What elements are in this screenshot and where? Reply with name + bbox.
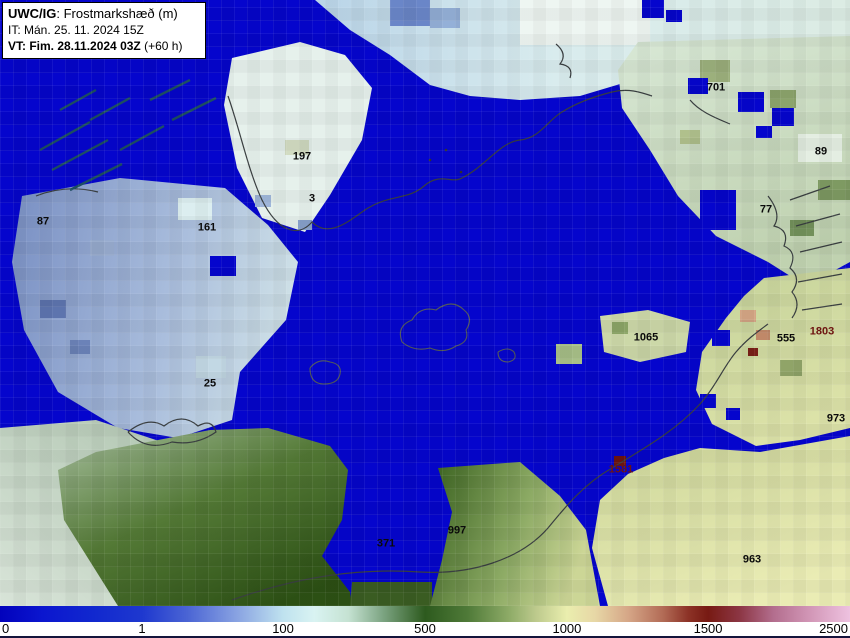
- speckle: [178, 198, 212, 220]
- value-label: 963: [742, 553, 762, 566]
- value-label: 1065: [633, 331, 659, 344]
- region-south-green-east: [430, 462, 600, 606]
- bottom-border-line: [0, 636, 850, 638]
- speckle: [680, 130, 700, 144]
- value-label: 25: [203, 377, 217, 390]
- speckle: [556, 344, 582, 364]
- frost-height-map: 197 3 87 161 701 89 77 1065 555 1803 973…: [0, 0, 850, 606]
- speckle: [818, 180, 850, 200]
- speckle: [390, 0, 430, 26]
- speckle: [700, 394, 716, 408]
- speckle: [798, 134, 842, 162]
- value-label: 1581: [608, 463, 634, 476]
- speckle: [90, 240, 114, 256]
- region-southeast-yellow: [592, 436, 850, 606]
- value-label: 87: [36, 215, 50, 228]
- speckle: [196, 356, 226, 378]
- value-label: 555: [776, 332, 796, 345]
- speckle: [712, 330, 730, 346]
- tick-label: 100: [272, 621, 294, 636]
- region-northwest-lightblue: [12, 178, 298, 438]
- product-parameter: : Frostmarkshæð (m): [56, 6, 178, 21]
- speckle: [40, 300, 66, 318]
- speckle: [700, 60, 730, 82]
- map-graphics: [0, 0, 850, 606]
- value-label: 161: [197, 221, 217, 234]
- tick-label: 500: [414, 621, 436, 636]
- speckle: [298, 220, 312, 230]
- coastlines: [35, 43, 843, 601]
- product-title: UWC/IG: Frostmarkshæð (m): [8, 6, 200, 22]
- tick-label: 2500: [819, 621, 848, 636]
- speckle: [780, 360, 802, 376]
- product-code: UWC/IG: [8, 6, 57, 21]
- value-label: 701: [706, 81, 726, 94]
- valid-time-main: VT: Fim. 28.11.2024 03Z: [8, 39, 141, 53]
- blue-islets: [642, 0, 794, 230]
- color-scale-bar: [0, 606, 850, 622]
- speckle: [770, 90, 796, 108]
- glacier-outlines: [309, 303, 516, 385]
- init-time: IT: Mán. 25. 11. 2024 15Z: [8, 23, 144, 37]
- speckle: [756, 330, 770, 340]
- value-label: 997: [447, 524, 467, 537]
- tick-label: 1500: [693, 621, 723, 636]
- speckle: [285, 140, 309, 155]
- speckle: [210, 256, 236, 276]
- tick-label: 1000: [552, 621, 582, 636]
- value-label: 3: [308, 192, 316, 205]
- speckle: [790, 220, 814, 236]
- value-label: 371: [376, 537, 396, 550]
- value-label: 973: [826, 412, 846, 425]
- speckle: [520, 0, 650, 45]
- value-label: 89: [814, 145, 828, 158]
- region-east-lower: [696, 268, 850, 446]
- westfjords-streaks: [39, 78, 217, 192]
- region-south-green-strip: [350, 582, 432, 606]
- region-north-pale: [224, 42, 372, 232]
- tick-label: 0: [2, 621, 10, 636]
- region-south-green: [58, 428, 352, 606]
- speckle: [726, 408, 740, 420]
- speckle: [614, 456, 626, 466]
- speckle: [748, 348, 758, 356]
- speckle: [70, 340, 90, 354]
- speckle: [740, 310, 756, 322]
- value-label: 1803: [809, 325, 835, 338]
- speckle: [430, 8, 460, 28]
- valid-time: VT: Fim. 28.11.2024 03Z (+60 h): [8, 38, 200, 54]
- forecast-lead: (+60 h): [140, 39, 183, 53]
- value-label: 197: [292, 150, 312, 163]
- value-label: 77: [759, 203, 773, 216]
- islet-dots: [428, 148, 463, 174]
- speckle: [612, 322, 628, 334]
- color-scale-ticks: 0 1 100 500 1000 1500 2500: [0, 622, 850, 636]
- map-title-box: UWC/IG: Frostmarkshæð (m) IT: Mán. 25. 1…: [2, 2, 206, 59]
- tick-label: 1: [138, 621, 146, 636]
